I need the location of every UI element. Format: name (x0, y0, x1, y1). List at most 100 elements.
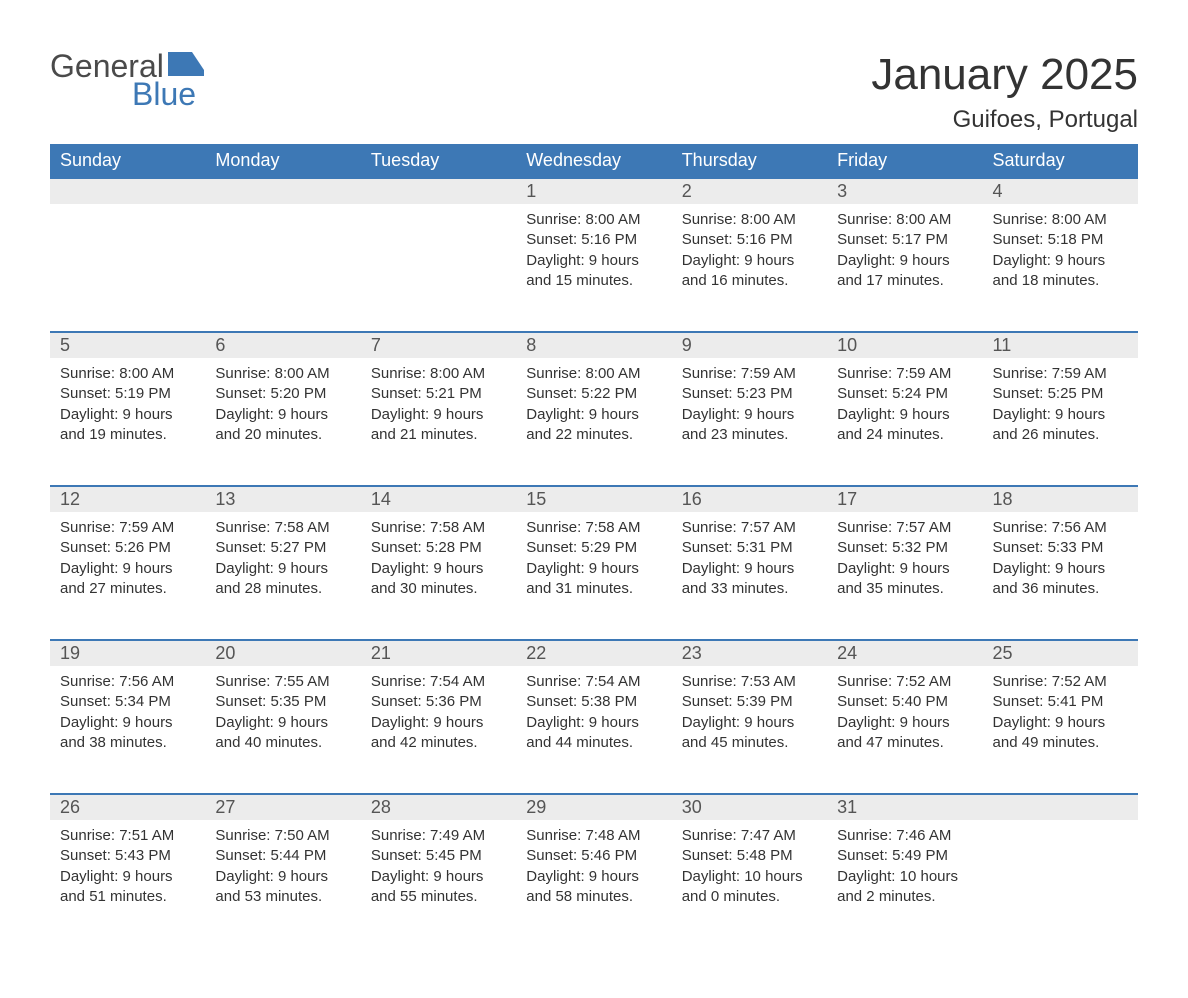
day-content: Sunrise: 7:52 AMSunset: 5:40 PMDaylight:… (827, 666, 982, 763)
day-cell: Sunrise: 8:00 AMSunset: 5:17 PMDaylight:… (827, 204, 982, 332)
daynum-row: 19202122232425 (50, 640, 1138, 666)
day-cell: Sunrise: 7:56 AMSunset: 5:33 PMDaylight:… (983, 512, 1138, 640)
day-cell: Sunrise: 7:48 AMSunset: 5:46 PMDaylight:… (516, 820, 671, 948)
day-day2: and 58 minutes. (526, 887, 661, 907)
day-content: Sunrise: 7:59 AMSunset: 5:24 PMDaylight:… (827, 358, 982, 455)
day-cell: Sunrise: 8:00 AMSunset: 5:19 PMDaylight:… (50, 358, 205, 486)
daynum-cell: 18 (983, 486, 1138, 512)
weekday-header: Tuesday (361, 144, 516, 178)
day-day1: Daylight: 10 hours (682, 867, 817, 887)
day-cell: Sunrise: 8:00 AMSunset: 5:22 PMDaylight:… (516, 358, 671, 486)
day-content: Sunrise: 7:58 AMSunset: 5:27 PMDaylight:… (205, 512, 360, 609)
day-sunset: Sunset: 5:45 PM (371, 846, 506, 866)
day-sunrise: Sunrise: 7:49 AM (371, 826, 506, 846)
day-content: Sunrise: 8:00 AMSunset: 5:20 PMDaylight:… (205, 358, 360, 455)
day-content: Sunrise: 8:00 AMSunset: 5:21 PMDaylight:… (361, 358, 516, 455)
day-cell: Sunrise: 7:58 AMSunset: 5:29 PMDaylight:… (516, 512, 671, 640)
day-day2: and 0 minutes. (682, 887, 817, 907)
day-sunset: Sunset: 5:36 PM (371, 692, 506, 712)
day-number: 31 (827, 795, 982, 820)
daynum-cell: 17 (827, 486, 982, 512)
day-number: 7 (361, 333, 516, 358)
day-day1: Daylight: 9 hours (993, 251, 1128, 271)
day-cell: Sunrise: 7:59 AMSunset: 5:24 PMDaylight:… (827, 358, 982, 486)
daynum-cell: 27 (205, 794, 360, 820)
day-day1: Daylight: 9 hours (60, 559, 195, 579)
day-sunrise: Sunrise: 8:00 AM (60, 364, 195, 384)
day-number: 23 (672, 641, 827, 666)
day-content: Sunrise: 7:46 AMSunset: 5:49 PMDaylight:… (827, 820, 982, 917)
day-sunset: Sunset: 5:46 PM (526, 846, 661, 866)
day-day1: Daylight: 9 hours (60, 713, 195, 733)
day-day1: Daylight: 9 hours (526, 867, 661, 887)
day-cell: Sunrise: 7:52 AMSunset: 5:41 PMDaylight:… (983, 666, 1138, 794)
day-content: Sunrise: 7:59 AMSunset: 5:23 PMDaylight:… (672, 358, 827, 455)
day-number: 27 (205, 795, 360, 820)
content-row: Sunrise: 7:56 AMSunset: 5:34 PMDaylight:… (50, 666, 1138, 794)
day-content: Sunrise: 7:58 AMSunset: 5:29 PMDaylight:… (516, 512, 671, 609)
day-sunset: Sunset: 5:23 PM (682, 384, 817, 404)
day-number: 22 (516, 641, 671, 666)
day-sunset: Sunset: 5:32 PM (837, 538, 972, 558)
day-day2: and 22 minutes. (526, 425, 661, 445)
day-content: Sunrise: 7:56 AMSunset: 5:34 PMDaylight:… (50, 666, 205, 763)
day-content: Sunrise: 8:00 AMSunset: 5:17 PMDaylight:… (827, 204, 982, 301)
daynum-row: 12131415161718 (50, 486, 1138, 512)
day-sunset: Sunset: 5:16 PM (526, 230, 661, 250)
day-sunrise: Sunrise: 7:54 AM (371, 672, 506, 692)
day-number: 26 (50, 795, 205, 820)
day-number: 4 (983, 179, 1138, 204)
day-number (205, 179, 360, 183)
day-day2: and 35 minutes. (837, 579, 972, 599)
daynum-cell: 29 (516, 794, 671, 820)
day-day1: Daylight: 9 hours (682, 251, 817, 271)
day-sunrise: Sunrise: 7:48 AM (526, 826, 661, 846)
daynum-cell: 19 (50, 640, 205, 666)
day-sunrise: Sunrise: 8:00 AM (371, 364, 506, 384)
daynum-cell: 14 (361, 486, 516, 512)
day-day1: Daylight: 9 hours (371, 559, 506, 579)
day-sunset: Sunset: 5:35 PM (215, 692, 350, 712)
day-sunset: Sunset: 5:19 PM (60, 384, 195, 404)
daynum-row: 1234 (50, 178, 1138, 204)
content-row: Sunrise: 7:51 AMSunset: 5:43 PMDaylight:… (50, 820, 1138, 948)
daynum-cell (205, 178, 360, 204)
day-sunrise: Sunrise: 7:59 AM (682, 364, 817, 384)
day-number: 30 (672, 795, 827, 820)
day-content: Sunrise: 7:54 AMSunset: 5:38 PMDaylight:… (516, 666, 671, 763)
daynum-cell: 4 (983, 178, 1138, 204)
day-number: 14 (361, 487, 516, 512)
day-day1: Daylight: 9 hours (215, 713, 350, 733)
day-cell: Sunrise: 7:50 AMSunset: 5:44 PMDaylight:… (205, 820, 360, 948)
daynum-cell (50, 178, 205, 204)
day-sunset: Sunset: 5:29 PM (526, 538, 661, 558)
day-day2: and 42 minutes. (371, 733, 506, 753)
day-sunrise: Sunrise: 8:00 AM (993, 210, 1128, 230)
daynum-cell: 21 (361, 640, 516, 666)
day-sunset: Sunset: 5:39 PM (682, 692, 817, 712)
day-cell: Sunrise: 7:52 AMSunset: 5:40 PMDaylight:… (827, 666, 982, 794)
day-content: Sunrise: 8:00 AMSunset: 5:16 PMDaylight:… (516, 204, 671, 301)
day-day2: and 36 minutes. (993, 579, 1128, 599)
day-sunrise: Sunrise: 8:00 AM (526, 210, 661, 230)
day-sunrise: Sunrise: 7:52 AM (837, 672, 972, 692)
daynum-cell: 6 (205, 332, 360, 358)
day-day2: and 30 minutes. (371, 579, 506, 599)
page-header: General Blue January 2025 Guifoes, Portu… (50, 50, 1138, 134)
day-sunrise: Sunrise: 7:57 AM (837, 518, 972, 538)
day-day1: Daylight: 9 hours (837, 559, 972, 579)
day-sunrise: Sunrise: 7:50 AM (215, 826, 350, 846)
daynum-cell: 31 (827, 794, 982, 820)
daynum-cell: 28 (361, 794, 516, 820)
title-block: January 2025 Guifoes, Portugal (871, 50, 1138, 134)
daynum-cell: 20 (205, 640, 360, 666)
day-sunrise: Sunrise: 7:59 AM (837, 364, 972, 384)
day-cell (205, 204, 360, 332)
day-cell: Sunrise: 8:00 AMSunset: 5:20 PMDaylight:… (205, 358, 360, 486)
day-cell: Sunrise: 8:00 AMSunset: 5:18 PMDaylight:… (983, 204, 1138, 332)
day-number: 11 (983, 333, 1138, 358)
daynum-cell: 11 (983, 332, 1138, 358)
daynum-cell: 30 (672, 794, 827, 820)
daynum-cell: 22 (516, 640, 671, 666)
day-day2: and 33 minutes. (682, 579, 817, 599)
